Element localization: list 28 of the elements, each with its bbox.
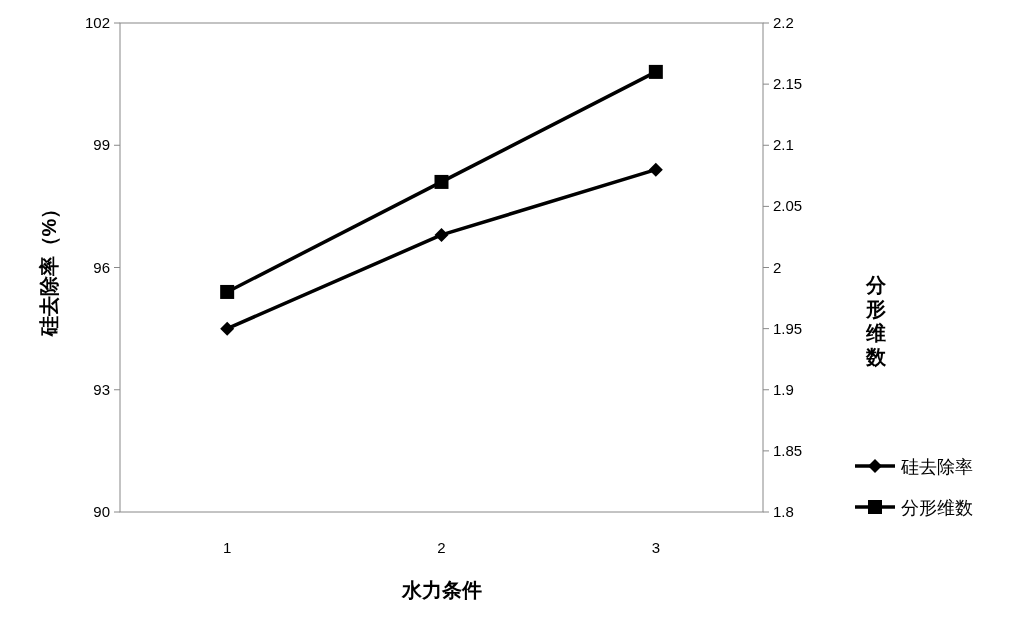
y-tick-label: 102	[84, 14, 110, 31]
point	[648, 64, 663, 79]
point	[220, 284, 235, 299]
x-tick-label: 3	[651, 539, 661, 556]
y-axis-title: 硅去除率（%）	[38, 198, 60, 338]
y-tick-label: 96	[93, 258, 110, 276]
y2-tick-label: 1.85	[773, 441, 803, 459]
y-tick-label: 90	[93, 503, 110, 520]
y2-tick-label: 1.9	[773, 380, 794, 398]
x-tick-label: 2	[437, 539, 446, 556]
point	[648, 162, 663, 177]
point	[434, 174, 449, 189]
y2-tick-label: 2.15	[773, 75, 803, 93]
y2-tick-label: 1.8	[773, 503, 794, 520]
y-tick-label: 93	[93, 380, 110, 398]
x-axis-title: 水力条件	[400, 579, 482, 601]
legend-label: 分形维数	[901, 498, 973, 518]
point	[434, 227, 449, 242]
y2-tick-label: 2.05	[773, 197, 803, 215]
y2-tick-label: 2.1	[773, 136, 794, 154]
y-tick-label: 99	[93, 136, 110, 154]
y2-tick-label: 1.95	[773, 319, 803, 337]
y2-tick-label: 2	[773, 258, 782, 276]
x-tick-label: 1	[222, 539, 232, 556]
point	[220, 321, 235, 336]
legend-label: 硅去除率	[900, 457, 973, 477]
y2-tick-label: 2.2	[773, 14, 794, 31]
y2-axis-title: 分形维数	[865, 274, 887, 368]
